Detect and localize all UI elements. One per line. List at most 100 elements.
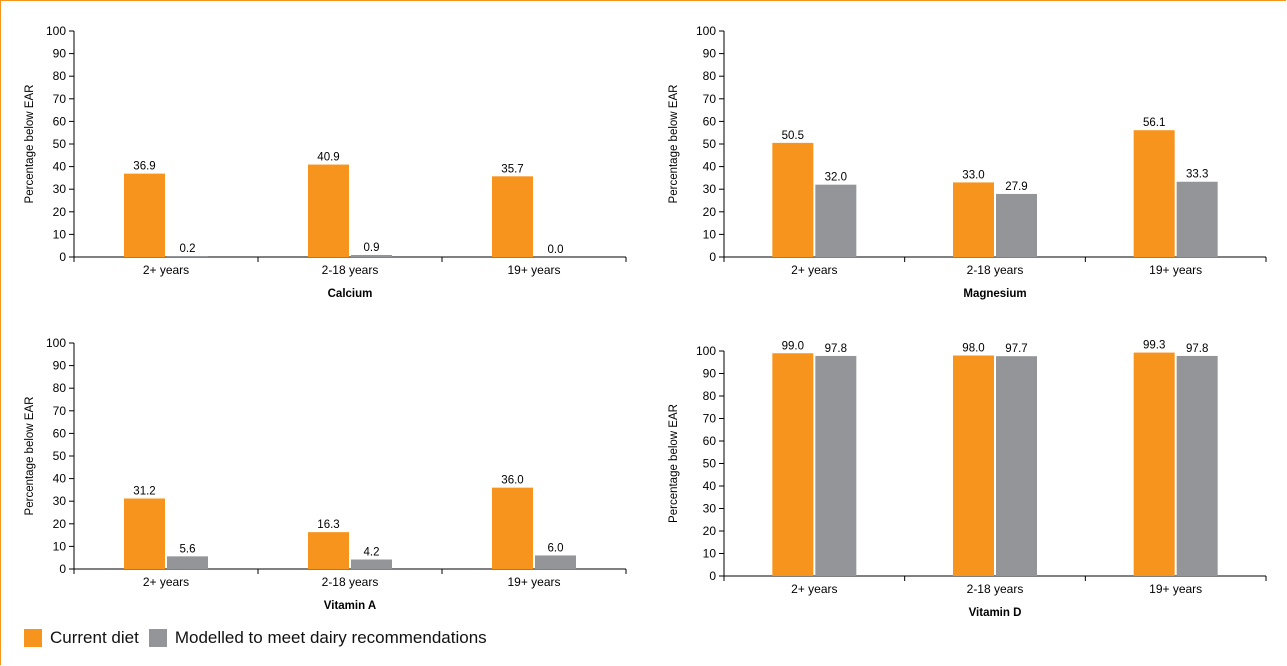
vitamin-a-data-label: 6.0 xyxy=(548,542,564,554)
vitamin-d-data-label: 97.8 xyxy=(1186,343,1208,355)
magnesium-data-label: 27.9 xyxy=(1005,181,1027,193)
calcium-y-tick-label: 60 xyxy=(53,114,67,128)
calcium-bar-2-18-years-current xyxy=(308,164,349,257)
calcium-y-tick-label: 20 xyxy=(53,205,67,219)
magnesium-y-tick-label: 20 xyxy=(703,205,717,219)
vitamin-a-y-tick-label: 60 xyxy=(53,426,67,440)
vitamin-a-data-label: 31.2 xyxy=(133,485,155,497)
calcium-data-label: 35.7 xyxy=(501,163,523,175)
magnesium-y-tick-label: 10 xyxy=(703,227,717,241)
vitamin-a-y-tick-label: 50 xyxy=(53,449,67,463)
vitamin-d-bar-2-years-current xyxy=(772,353,814,576)
vitamin-a-category-label: 2-18 years xyxy=(322,575,379,589)
legend-label-current-diet: Current diet xyxy=(50,628,139,647)
vitamin-a-data-label: 36.0 xyxy=(501,475,523,487)
magnesium-bar-19-years-modelled xyxy=(1176,181,1218,257)
vitamin-a-y-tick-label: 100 xyxy=(46,336,66,350)
magnesium-y-tick-label: 90 xyxy=(703,47,717,61)
vitamin-d-y-tick-label: 100 xyxy=(696,344,716,358)
magnesium-data-label: 32.0 xyxy=(825,172,847,184)
vitamin-a-data-label: 16.3 xyxy=(317,519,339,531)
vitamin-a-y-axis-title: Percentage below EAR xyxy=(24,397,36,516)
calcium-x-axis-title: Calcium xyxy=(328,288,373,300)
legend-swatch-modelled xyxy=(148,629,167,647)
vitamin-a-y-tick-label: 80 xyxy=(53,381,67,395)
vitamin-d-x-axis-title: Vitamin D xyxy=(969,607,1022,619)
calcium-bar-2-18-years-modelled xyxy=(351,254,392,257)
vitamin-d-data-label: 97.7 xyxy=(1005,343,1027,355)
vitamin-a-bar-2-years-current xyxy=(124,498,165,569)
vitamin-d-data-label: 99.0 xyxy=(782,340,804,352)
calcium-data-label: 0.2 xyxy=(180,243,196,255)
calcium-y-axis-title: Percentage below EAR xyxy=(24,85,36,204)
calcium-y-tick-label: 30 xyxy=(53,182,67,196)
vitamin-a-bar-2-18-years-current xyxy=(308,532,349,569)
magnesium-y-tick-label: 30 xyxy=(703,182,717,196)
vitamin-d-bar-19-years-modelled xyxy=(1176,355,1218,576)
vitamin-a-y-tick-label: 20 xyxy=(53,517,67,531)
calcium-data-label: 0.9 xyxy=(364,242,380,254)
vitamin-a-y-tick-label: 0 xyxy=(59,562,66,576)
magnesium-bar-2-18-years-modelled xyxy=(996,193,1037,257)
magnesium-data-label: 56.1 xyxy=(1143,117,1165,129)
vitamin-d-bar-2-18-years-current xyxy=(953,355,994,576)
magnesium-data-label: 33.0 xyxy=(962,169,984,181)
legend-label-modelled: Modelled to meet dairy recommendations xyxy=(174,628,487,647)
vitamin-d-bar-2-18-years-modelled xyxy=(996,356,1037,576)
calcium-y-tick-label: 0 xyxy=(59,250,66,264)
calcium-category-label: 2+ years xyxy=(143,263,189,277)
magnesium-y-tick-label: 100 xyxy=(696,24,716,38)
magnesium-category-label: 2-18 years xyxy=(967,263,1024,277)
vitamin-d-y-tick-label: 20 xyxy=(703,524,717,538)
calcium-category-label: 2-18 years xyxy=(322,263,379,277)
magnesium-chart: 0 10 20 30 40 50 60 70 80 90 100 50.5 32.0 2+ years 33… xyxy=(668,24,1267,300)
magnesium-bar-2-18-years-current xyxy=(953,182,994,257)
magnesium-category-label: 19+ years xyxy=(1149,263,1202,277)
vitamin-a-category-label: 2+ years xyxy=(143,575,189,589)
vitamin-a-y-tick-label: 30 xyxy=(53,494,67,508)
calcium-y-tick-label: 40 xyxy=(53,160,67,174)
vitamin-a-bar-19-years-current xyxy=(492,487,533,569)
vitamin-d-y-tick-label: 60 xyxy=(703,434,717,448)
magnesium-y-tick-label: 0 xyxy=(709,250,716,264)
vitamin-a-category-label: 19+ years xyxy=(507,575,560,589)
calcium-data-label: 40.9 xyxy=(317,152,339,164)
vitamin-d-y-tick-label: 40 xyxy=(703,479,717,493)
vitamin-d-data-label: 99.3 xyxy=(1143,340,1165,352)
magnesium-y-axis-title: Percentage below EAR xyxy=(668,85,680,204)
legend-item-modelled: Modelled to meet dairy recommendations xyxy=(148,628,487,648)
calcium-y-tick-label: 80 xyxy=(53,69,67,83)
calcium-y-tick-label: 50 xyxy=(53,137,67,151)
calcium-y-tick-label: 100 xyxy=(46,24,66,38)
magnesium-y-tick-label: 70 xyxy=(703,92,717,106)
magnesium-bar-2-years-modelled xyxy=(815,184,857,257)
vitamin-d-y-tick-label: 50 xyxy=(703,457,717,471)
vitamin-d-category-label: 2+ years xyxy=(791,582,837,596)
calcium-data-label: 36.9 xyxy=(133,161,155,173)
vitamin-d-category-label: 2-18 years xyxy=(967,582,1024,596)
vitamin-d-data-label: 97.8 xyxy=(825,343,847,355)
vitamin-a-y-tick-label: 10 xyxy=(53,539,67,553)
calcium-chart: 0 10 20 30 40 50 60 70 80 90 100 36.9 0.2 2+ years 40.… xyxy=(24,24,627,300)
legend-swatch-current-diet xyxy=(24,629,42,647)
vitamin-d-bar-2-years-modelled xyxy=(815,355,857,576)
calcium-category-label: 19+ years xyxy=(507,263,560,277)
magnesium-y-tick-label: 80 xyxy=(703,69,717,83)
calcium-data-label: 0.0 xyxy=(548,244,564,256)
magnesium-y-tick-label: 60 xyxy=(703,114,717,128)
vitamin-a-chart: 0 10 20 30 40 50 60 70 80 90 100 31.2 5.6 2+ years 16.… xyxy=(24,336,627,612)
vitamin-d-y-tick-label: 30 xyxy=(703,502,717,516)
magnesium-data-label: 50.5 xyxy=(782,130,804,142)
vitamin-d-y-tick-label: 80 xyxy=(703,389,717,403)
legend: Current diet Modelled to meet dairy reco… xyxy=(24,626,497,650)
vitamin-d-y-tick-label: 0 xyxy=(709,569,716,583)
calcium-bar-19-years-current xyxy=(492,176,533,257)
calcium-y-tick-label: 70 xyxy=(53,92,67,106)
magnesium-bar-19-years-current xyxy=(1133,130,1175,257)
vitamin-d-y-tick-label: 90 xyxy=(703,367,717,381)
vitamin-d-category-label: 19+ years xyxy=(1149,582,1202,596)
vitamin-a-x-axis-title: Vitamin A xyxy=(324,600,376,612)
vitamin-d-y-tick-label: 70 xyxy=(703,412,717,426)
vitamin-d-chart: 0 10 20 30 40 50 60 70 80 90 100 99.0 97.8 2+ years 98… xyxy=(668,340,1267,619)
vitamin-d-bar-19-years-current xyxy=(1133,352,1175,576)
